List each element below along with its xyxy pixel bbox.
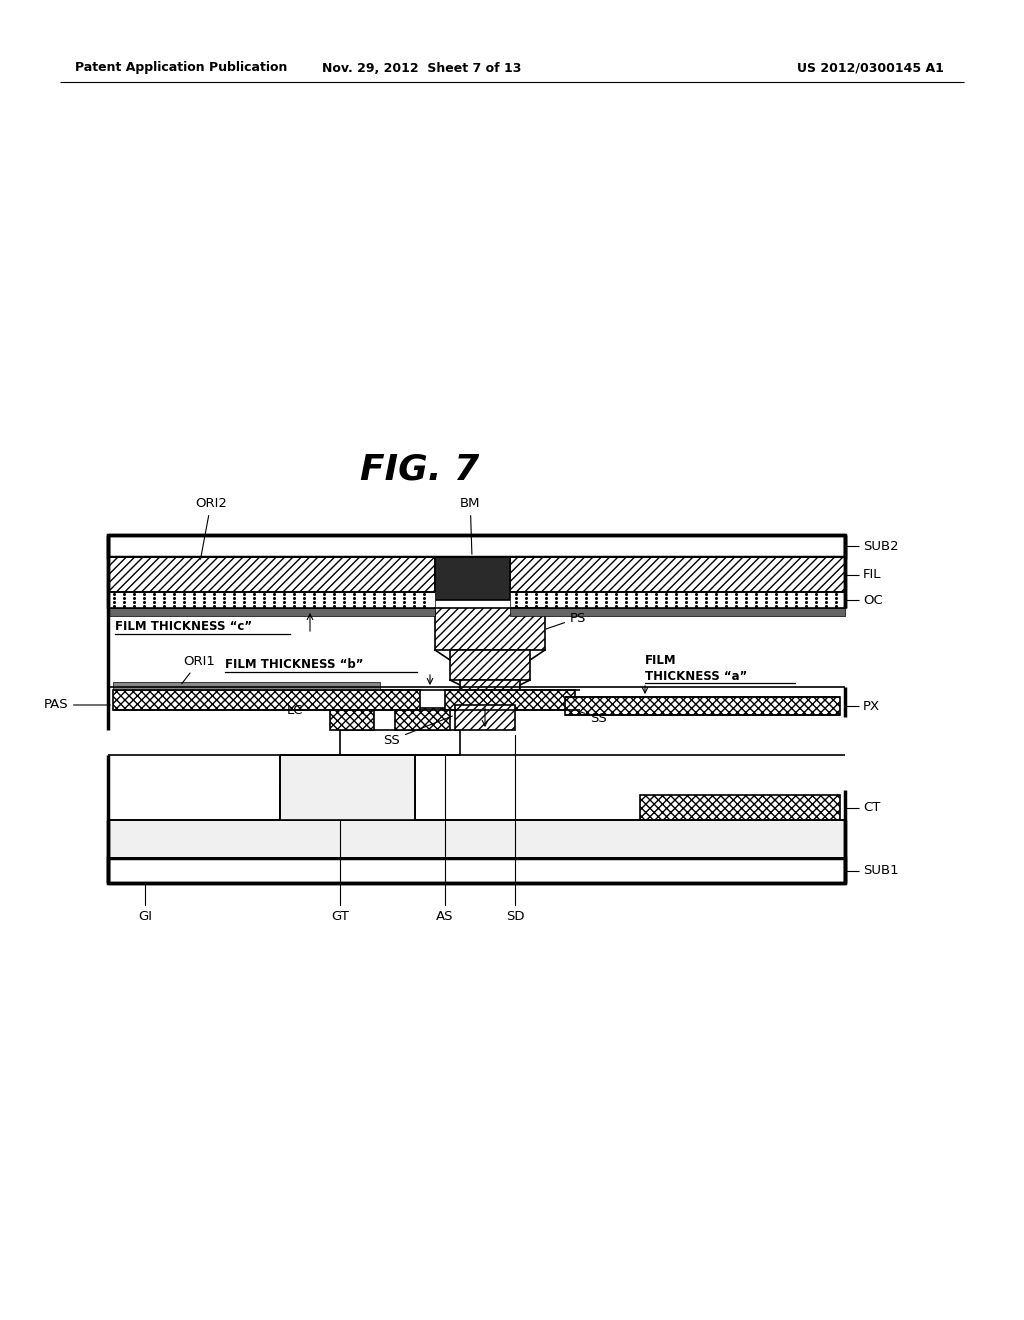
Text: GT: GT xyxy=(331,909,349,923)
Bar xyxy=(395,708,450,730)
Bar xyxy=(113,682,380,690)
Bar xyxy=(510,557,845,591)
Text: OC: OC xyxy=(863,594,883,606)
Text: THICKNESS “a”: THICKNESS “a” xyxy=(645,669,748,682)
Text: FILM THICKNESS “c”: FILM THICKNESS “c” xyxy=(115,620,252,634)
Bar xyxy=(565,697,840,715)
Text: FILM THICKNESS “b”: FILM THICKNESS “b” xyxy=(225,659,364,672)
Bar xyxy=(108,820,845,858)
Text: LC: LC xyxy=(287,704,303,717)
Bar xyxy=(450,649,530,680)
Text: ORI1: ORI1 xyxy=(181,655,215,684)
Bar xyxy=(108,535,845,557)
Bar xyxy=(280,755,415,820)
Text: AS: AS xyxy=(436,909,454,923)
Bar xyxy=(435,557,510,601)
Bar xyxy=(510,609,845,616)
Bar xyxy=(640,795,840,820)
Text: CT: CT xyxy=(863,801,881,814)
Text: SUB2: SUB2 xyxy=(863,540,899,553)
Bar xyxy=(460,680,520,705)
Text: SS: SS xyxy=(578,711,607,725)
Text: FIG. 7: FIG. 7 xyxy=(360,453,479,487)
Bar xyxy=(108,557,435,591)
Text: PS: PS xyxy=(546,611,587,630)
Text: GI: GI xyxy=(138,909,152,923)
Bar xyxy=(108,858,845,883)
Text: FIL: FIL xyxy=(863,568,882,581)
Text: SUB1: SUB1 xyxy=(863,865,899,876)
Text: PAS: PAS xyxy=(43,698,111,711)
Bar xyxy=(330,708,374,730)
Text: Nov. 29, 2012  Sheet 7 of 13: Nov. 29, 2012 Sheet 7 of 13 xyxy=(323,62,521,74)
Bar xyxy=(455,705,515,730)
Bar xyxy=(510,591,845,609)
Text: ORI2: ORI2 xyxy=(195,498,227,560)
Bar xyxy=(445,690,575,710)
Text: SD: SD xyxy=(506,909,524,923)
Bar xyxy=(113,690,420,710)
Bar xyxy=(435,609,545,649)
Bar xyxy=(108,609,435,616)
Text: Patent Application Publication: Patent Application Publication xyxy=(75,62,288,74)
Text: BM: BM xyxy=(460,498,480,554)
Bar xyxy=(340,730,460,755)
Text: SS: SS xyxy=(383,715,453,747)
Text: FILM: FILM xyxy=(645,653,677,667)
Bar xyxy=(280,785,415,820)
Bar xyxy=(108,591,435,609)
Text: US 2012/0300145 A1: US 2012/0300145 A1 xyxy=(797,62,943,74)
Text: PX: PX xyxy=(863,700,880,713)
